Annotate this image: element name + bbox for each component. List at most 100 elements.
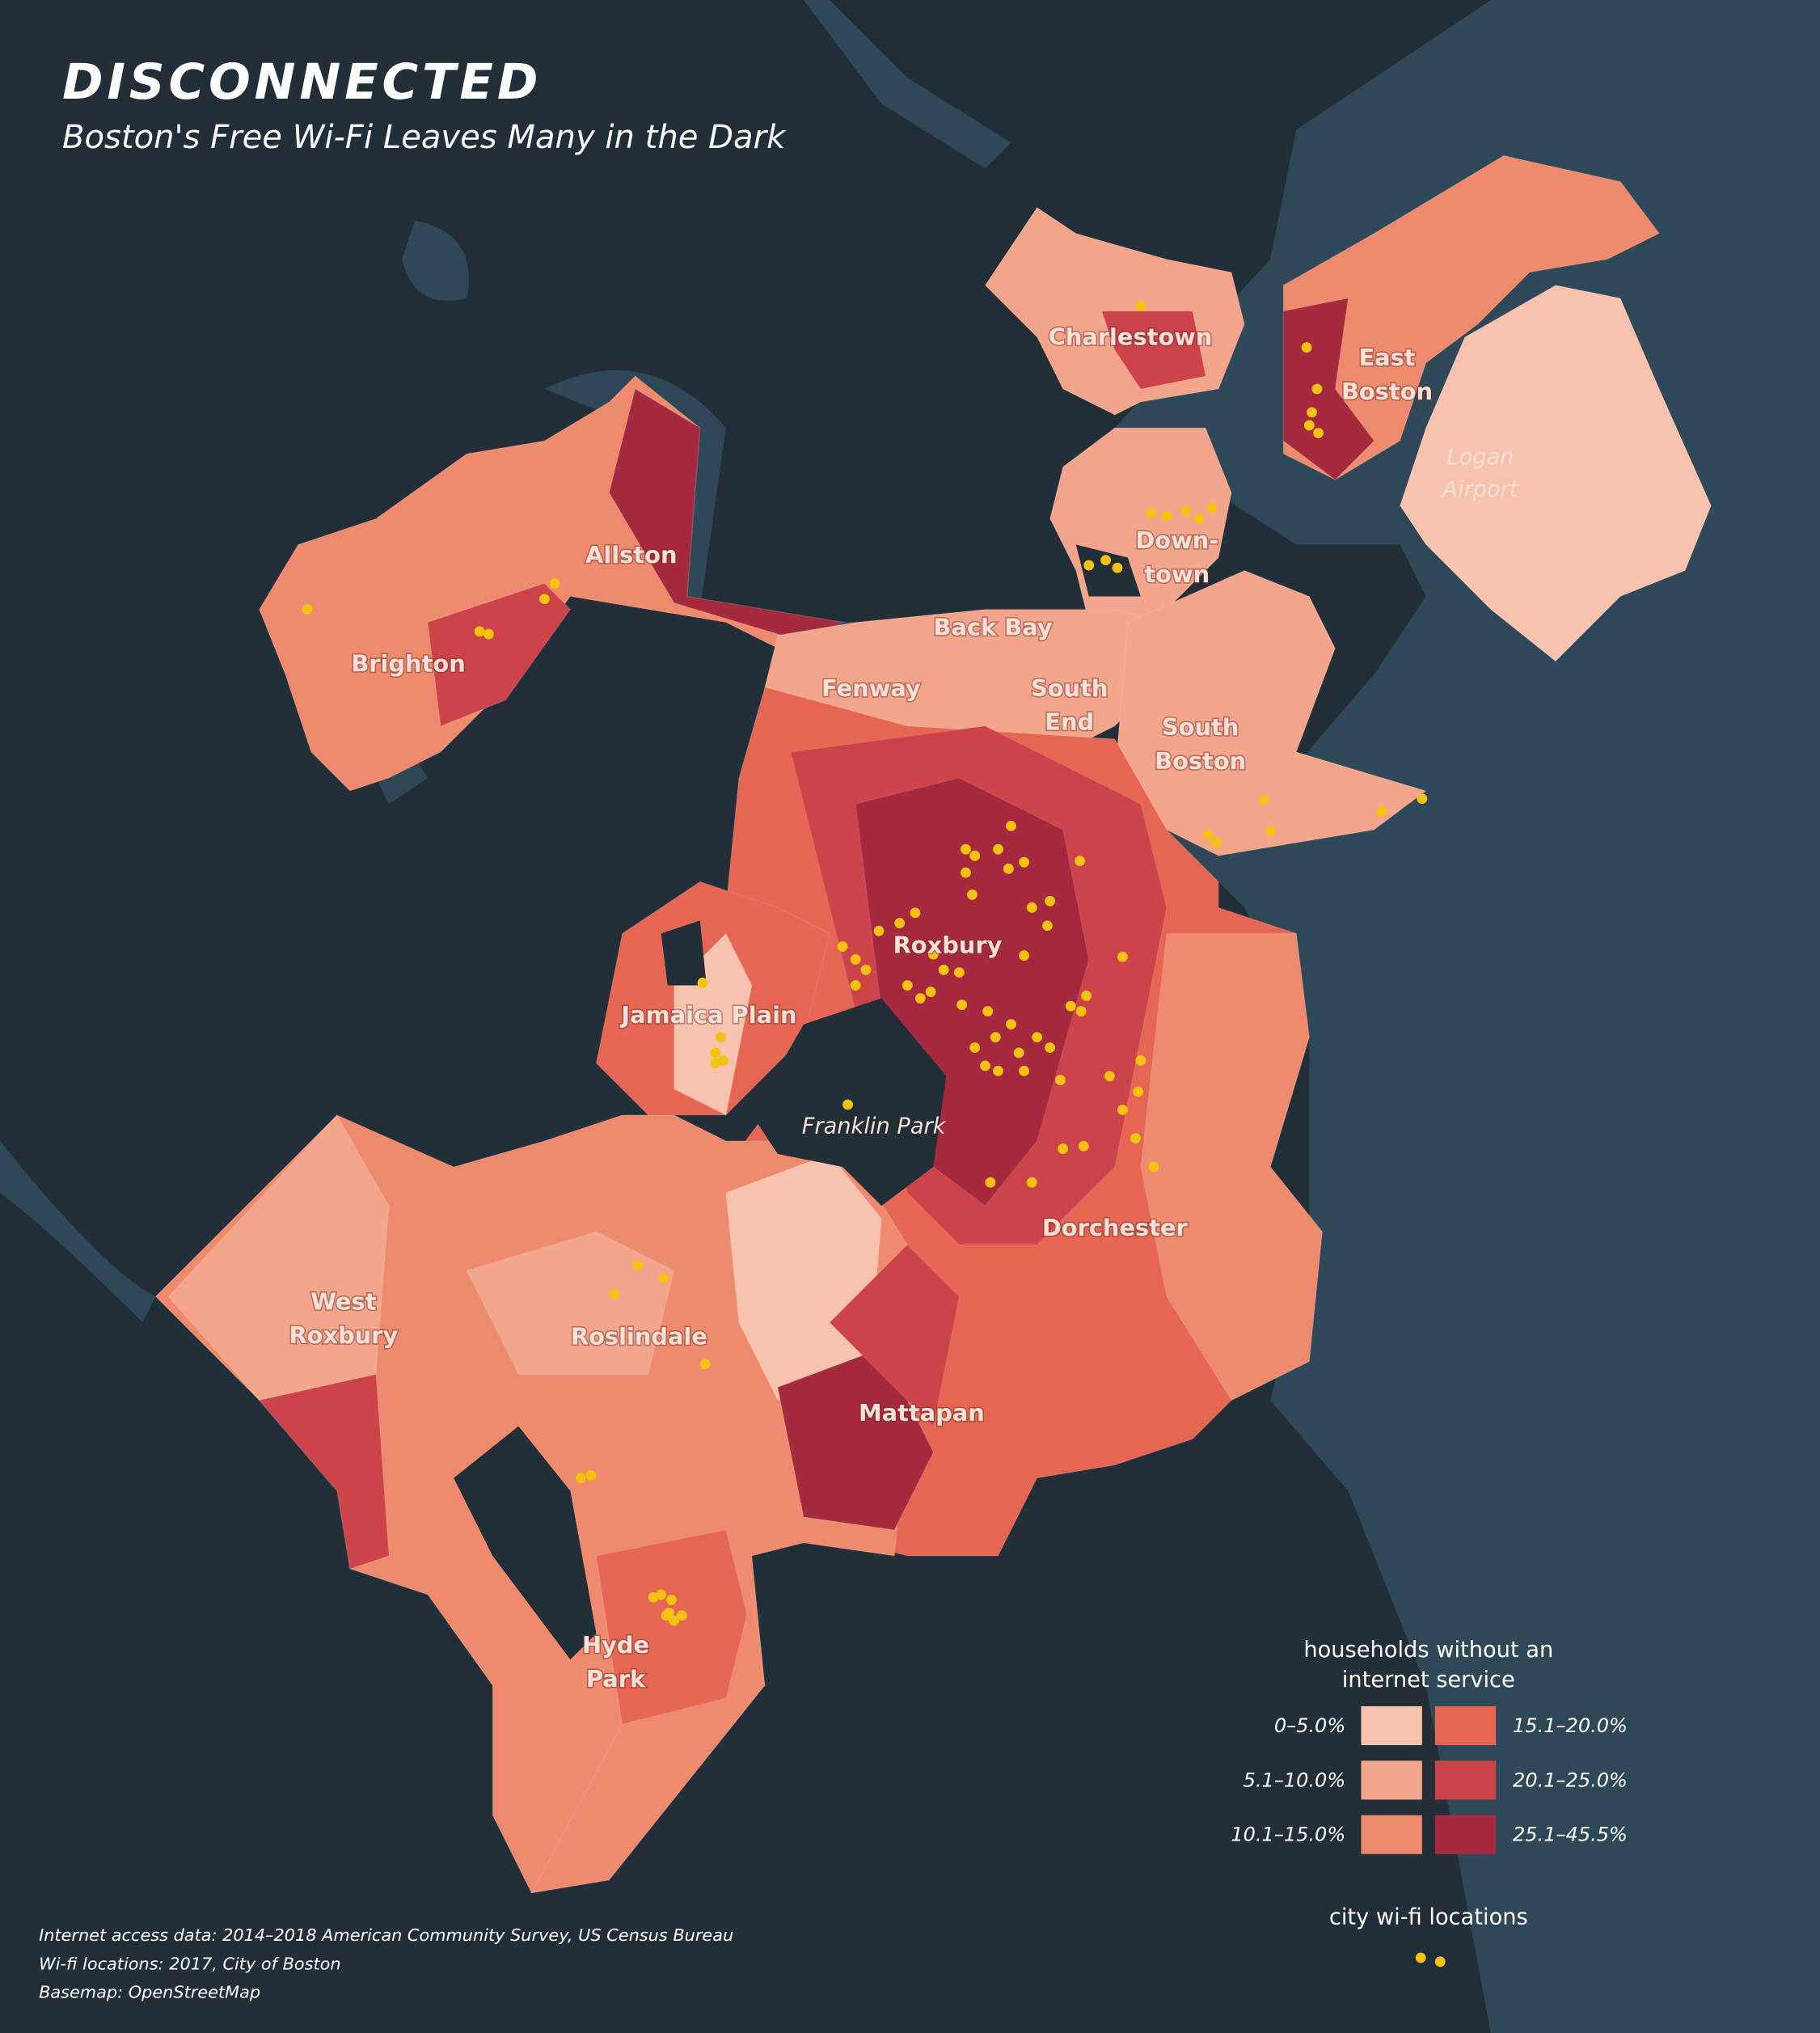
tract <box>167 1114 390 1401</box>
place-label: Logan <box>1446 445 1514 470</box>
legend-label: 15.1–20.0% <box>1513 1714 1628 1737</box>
wifi-dot <box>648 1591 659 1603</box>
wifi-dot <box>669 1615 680 1626</box>
wifi-dot <box>699 1359 711 1370</box>
tract <box>1399 284 1712 662</box>
wifi-dot <box>1303 420 1315 431</box>
wifi-dot <box>980 1060 990 1071</box>
wifi-dot <box>1258 794 1269 805</box>
wifi-dot <box>1065 1000 1076 1012</box>
neighborhood-label: Boston <box>1155 747 1246 775</box>
wifi-dot <box>961 843 971 855</box>
wifi-dot <box>697 977 708 988</box>
wifi-dot <box>666 1595 677 1605</box>
wifi-dot <box>1006 820 1016 831</box>
neighborhood-label: Fenway <box>821 674 921 702</box>
wifi-dot <box>1104 1071 1115 1082</box>
wifi-dot <box>1081 990 1092 1001</box>
wifi-dot <box>1006 1019 1016 1030</box>
legend-title: households without an <box>1303 1638 1553 1663</box>
wifi-dot <box>1135 1055 1146 1066</box>
wifi-dot <box>990 1032 1001 1043</box>
legend-swatch <box>1361 1705 1422 1746</box>
wifi-dot <box>927 949 939 960</box>
wifi-dot <box>549 578 560 589</box>
wifi-dot <box>842 1099 853 1110</box>
legend-swatch <box>1434 1815 1497 1854</box>
wifi-dot <box>1078 1140 1089 1152</box>
wifi-dot <box>969 850 981 861</box>
wifi-dot <box>609 1288 620 1300</box>
wifi-dot <box>1117 1105 1128 1115</box>
neighborhood-label: End <box>1045 708 1094 736</box>
neighborhood-label: Dorchester <box>1042 1214 1189 1241</box>
wifi-locations <box>302 300 1428 1626</box>
neighborhood-label: Roxbury <box>289 1321 398 1349</box>
wifi-dot <box>985 1177 996 1188</box>
neighborhood-label: Back Bay <box>934 614 1053 641</box>
wifi-dot <box>1313 428 1324 438</box>
tract <box>530 1594 766 1894</box>
legend-label: 5.1–10.0% <box>1244 1769 1346 1791</box>
legend-swatch <box>1361 1815 1422 1854</box>
wifi-dot <box>1026 1177 1037 1188</box>
wifi-dot <box>676 1610 687 1621</box>
wifi-dot <box>484 628 494 640</box>
legend-swatch <box>1434 1705 1497 1746</box>
wifi-dot <box>1045 1042 1056 1053</box>
wifi-dot <box>1307 407 1317 418</box>
neighborhood-label: East <box>1358 344 1415 371</box>
neighborhood-label: Mattapan <box>859 1399 985 1426</box>
legend: households without an internet service 0–5… <box>1231 1638 1628 1967</box>
wifi-dot <box>1058 1143 1069 1154</box>
neighborhood-label: Park <box>586 1665 646 1693</box>
neighborhood-label: Boston <box>1341 378 1433 405</box>
neighborhood-label: Roslindale <box>571 1323 707 1350</box>
legend-wifi-dot <box>1434 1956 1446 1967</box>
tract <box>466 1231 675 1376</box>
wifi-dot <box>1019 950 1030 962</box>
legend-wifi-dot <box>1415 1952 1426 1963</box>
wifi-dot <box>925 987 936 997</box>
wifi-dot <box>969 1042 981 1053</box>
wifi-dot <box>1045 895 1056 907</box>
wifi-dot <box>1311 383 1323 395</box>
wifi-dot <box>1026 902 1037 913</box>
source-note: Basemap: OpenStreetMap <box>39 1983 260 2002</box>
tract <box>258 1373 390 1570</box>
wifi-dot <box>1161 510 1172 522</box>
source-note: Wi-fi locations: 2017, City of Boston <box>39 1954 340 1973</box>
legend-label: 0–5.0% <box>1274 1714 1345 1737</box>
legend-label: 20.1–25.0% <box>1513 1769 1628 1791</box>
wifi-dot <box>850 954 861 965</box>
wifi-dot <box>575 1473 586 1484</box>
neighborhood-label: Roxbury <box>893 931 1003 958</box>
wifi-dot <box>658 1273 669 1284</box>
wifi-dot <box>1100 555 1112 566</box>
wifi-dot <box>1148 1161 1159 1173</box>
wifi-dot <box>1083 560 1095 571</box>
wifi-dot <box>860 964 872 975</box>
wifi-dot <box>954 967 965 978</box>
legend-label: 25.1–45.5% <box>1513 1824 1628 1846</box>
tract <box>427 582 572 727</box>
wifi-dot <box>661 1610 672 1621</box>
wifi-dot <box>1146 508 1157 519</box>
wifi-dot <box>894 918 906 928</box>
neighborhood-label: Charlestown <box>1049 323 1213 351</box>
wifi-dot <box>1376 806 1387 818</box>
neighborhood-label: Hyde <box>582 1631 649 1659</box>
place-label: Franklin Park <box>802 1114 947 1139</box>
wifi-dot <box>1180 505 1192 517</box>
neighborhood-label: West <box>310 1287 377 1315</box>
wifi-dot <box>1075 856 1085 867</box>
wifi-dot <box>1210 837 1222 848</box>
wifi-dot <box>1075 1006 1087 1016</box>
wifi-dot <box>1117 951 1128 962</box>
place-label: Airport <box>1441 477 1519 502</box>
wifi-dot <box>938 964 949 975</box>
wifi-dot <box>1019 1065 1030 1076</box>
wifi-dot <box>474 626 485 637</box>
wifi-dot <box>1133 1086 1144 1097</box>
neighborhood-label: Down- <box>1135 526 1218 554</box>
